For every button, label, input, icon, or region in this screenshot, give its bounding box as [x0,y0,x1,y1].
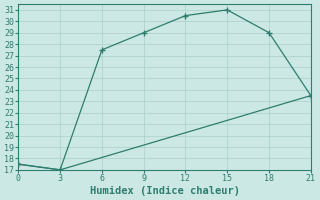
X-axis label: Humidex (Indice chaleur): Humidex (Indice chaleur) [90,186,240,196]
